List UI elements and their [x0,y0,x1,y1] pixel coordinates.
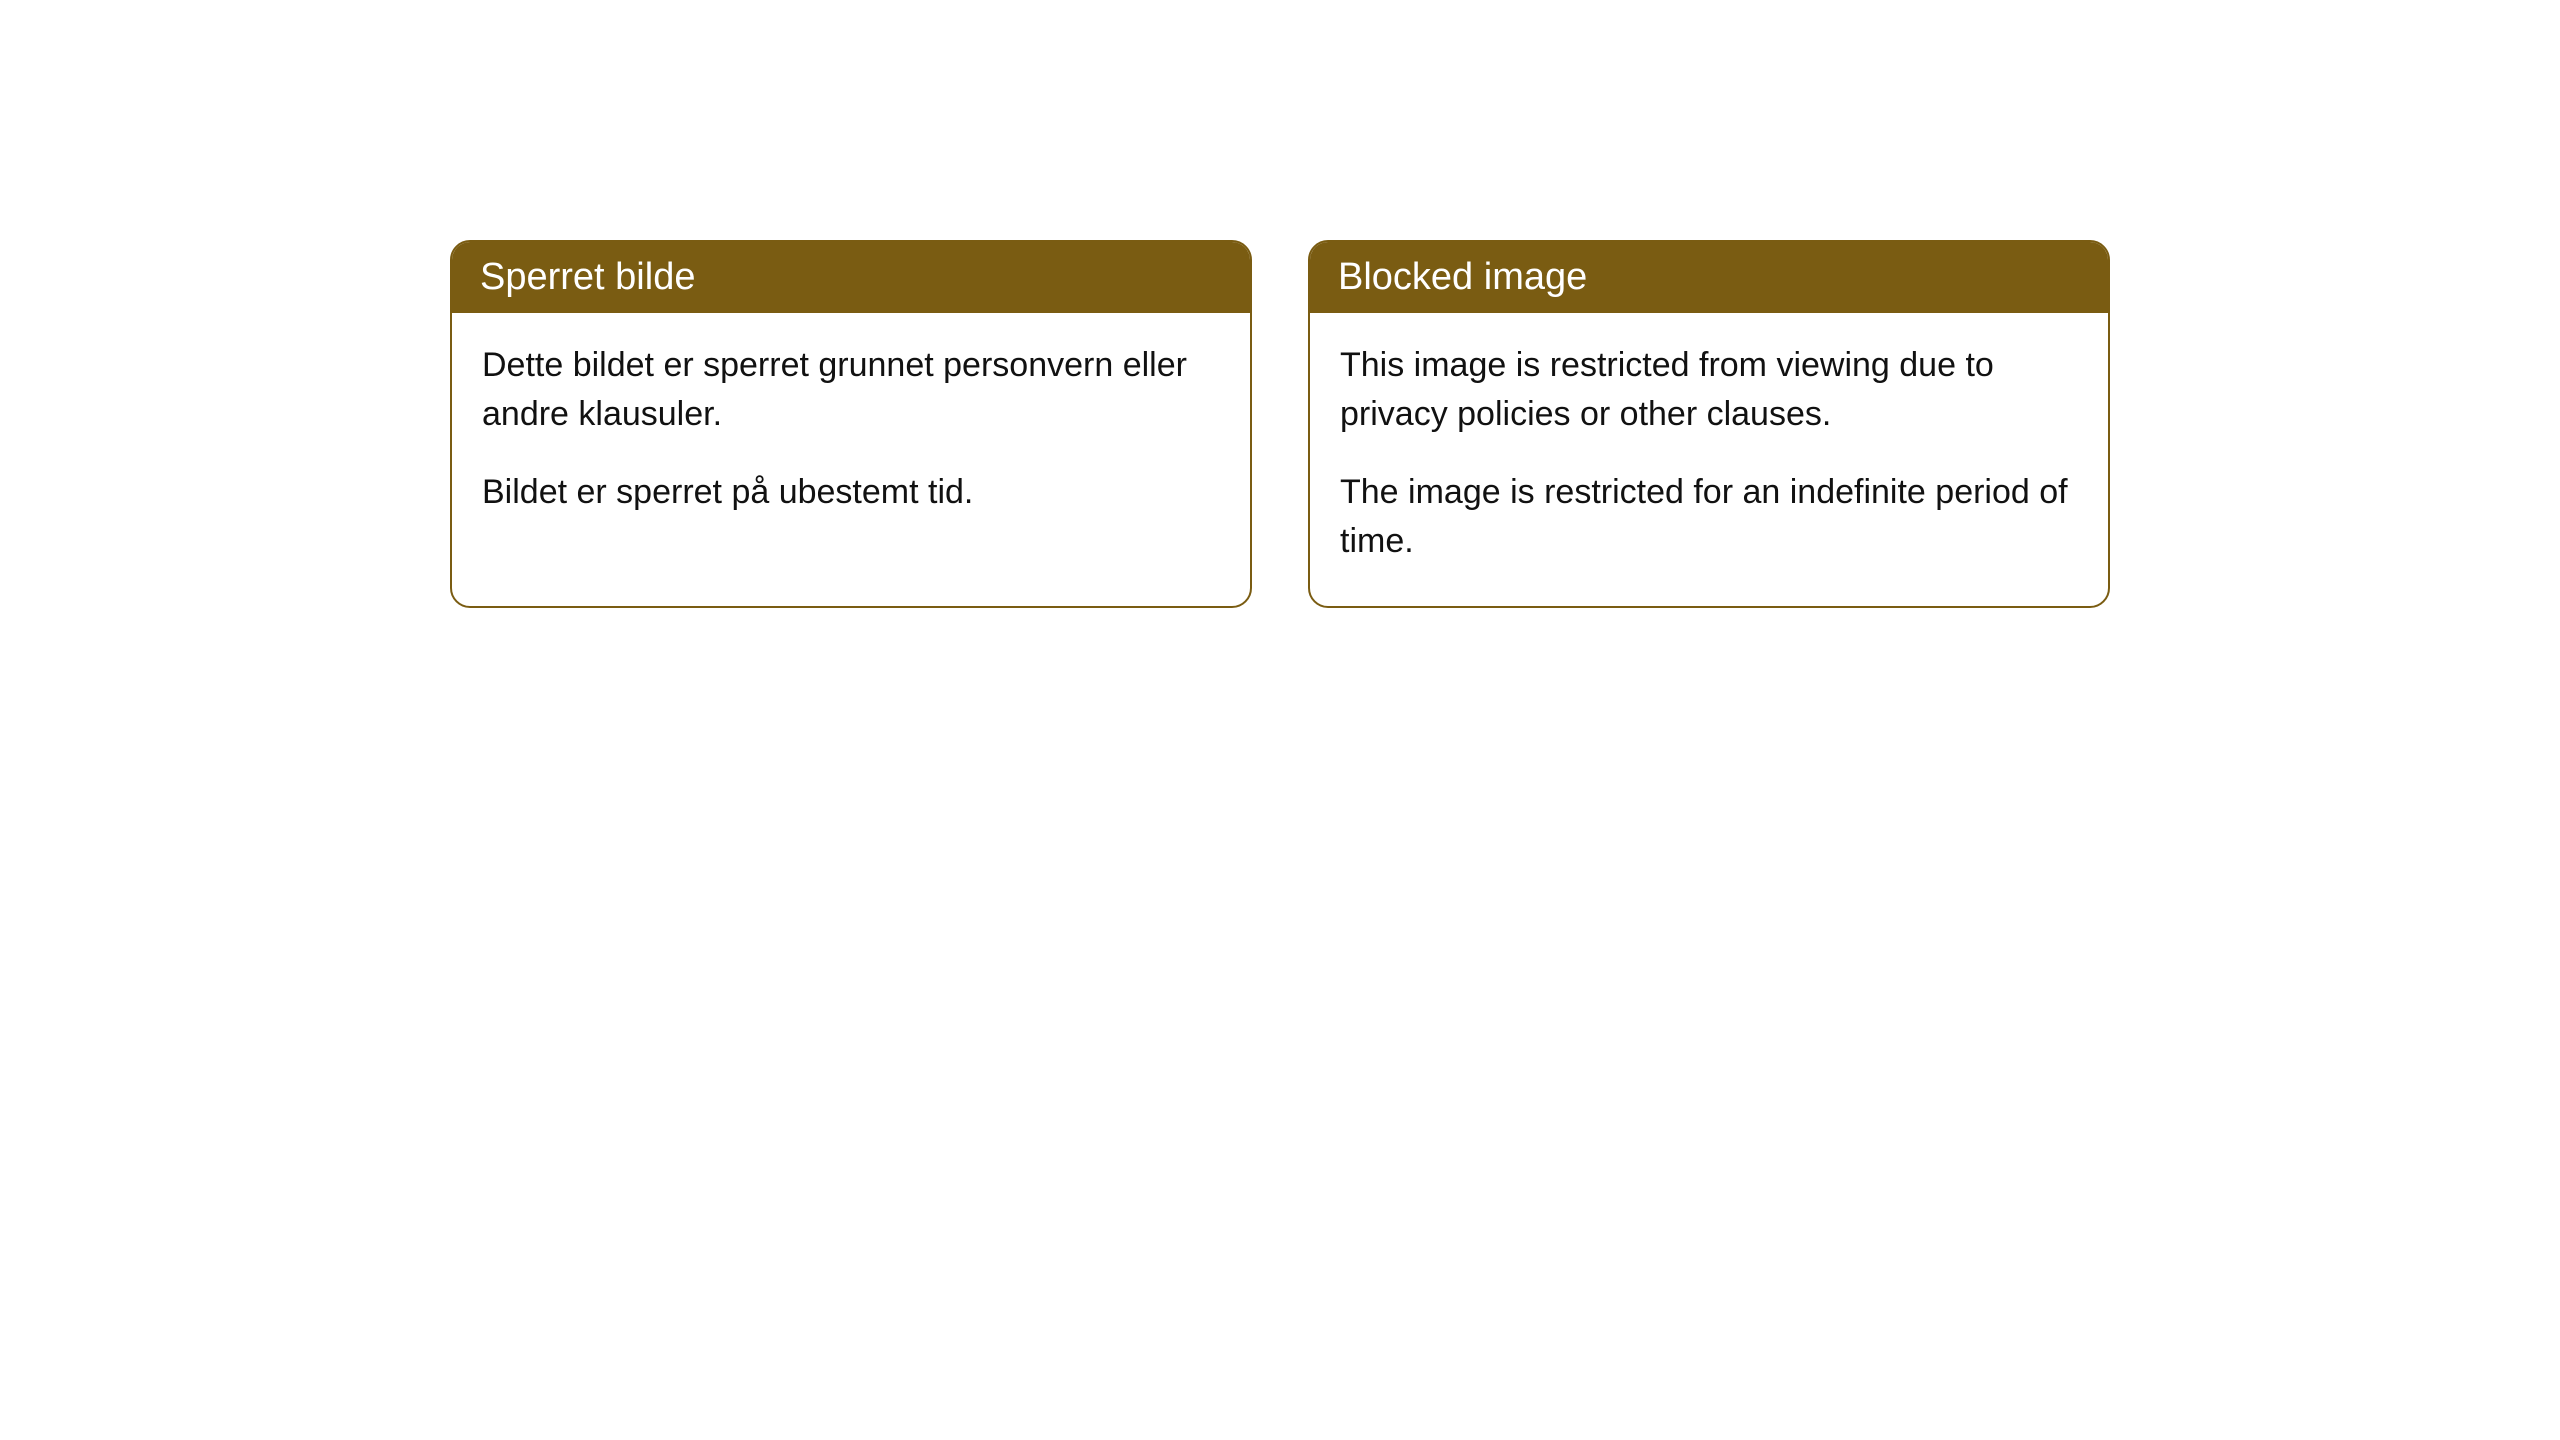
notice-cards-container: Sperret bilde Dette bildet er sperret gr… [450,240,2110,608]
card-text-en-2: The image is restricted for an indefinit… [1340,468,2078,567]
card-body-no: Dette bildet er sperret grunnet personve… [452,313,1250,557]
blocked-image-card-en: Blocked image This image is restricted f… [1308,240,2110,608]
card-text-no-1: Dette bildet er sperret grunnet personve… [482,341,1220,440]
card-header-en: Blocked image [1310,242,2108,313]
card-text-no-2: Bildet er sperret på ubestemt tid. [482,468,1220,517]
card-body-en: This image is restricted from viewing du… [1310,313,2108,606]
card-text-en-1: This image is restricted from viewing du… [1340,341,2078,440]
card-header-no: Sperret bilde [452,242,1250,313]
blocked-image-card-no: Sperret bilde Dette bildet er sperret gr… [450,240,1252,608]
